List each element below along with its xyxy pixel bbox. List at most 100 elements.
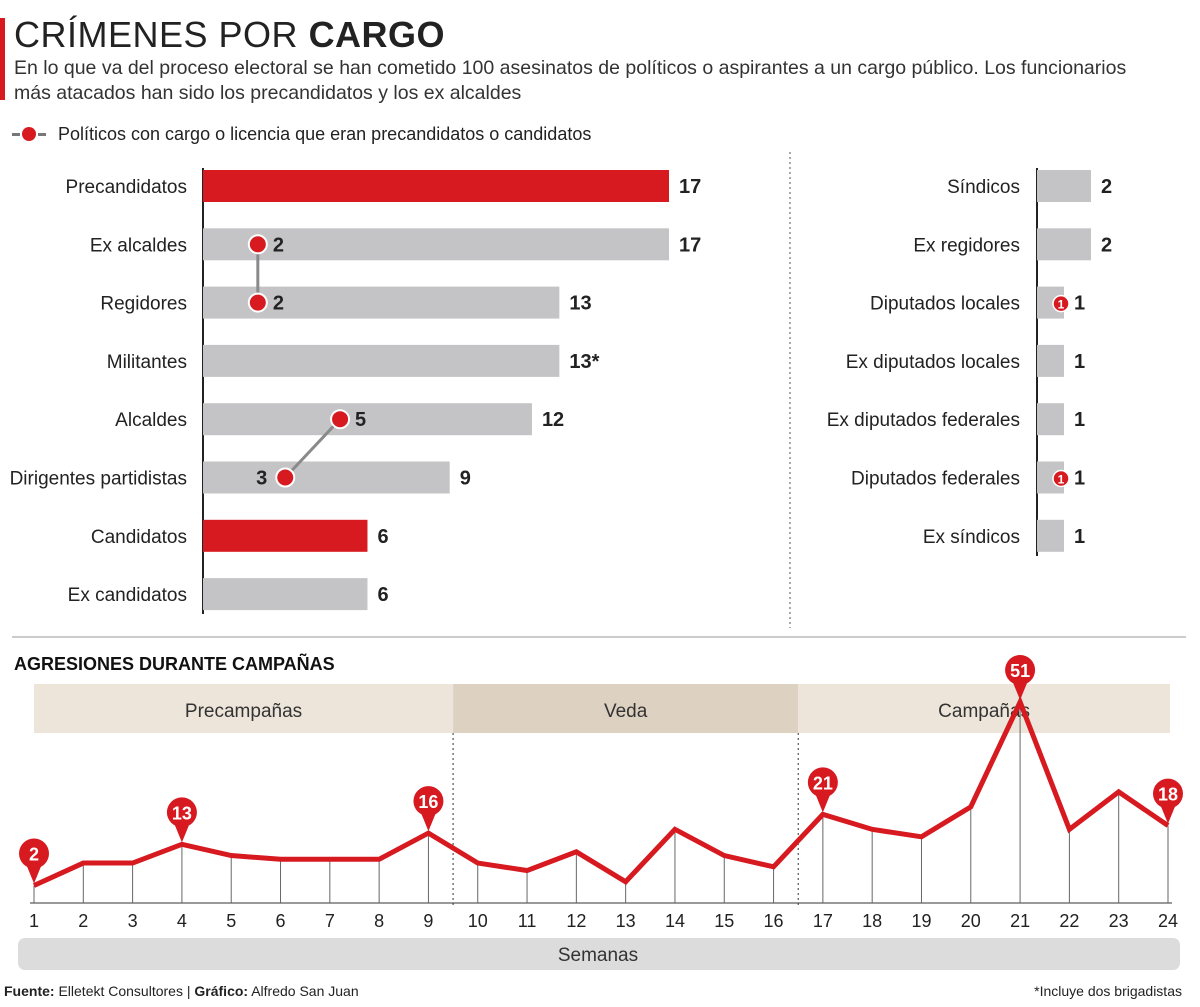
phase-label: Veda: [604, 701, 648, 722]
category-label: Ex alcaldes: [90, 235, 187, 256]
category-label: Ex candidatos: [68, 585, 187, 606]
x-tick-label: 18: [862, 911, 882, 931]
category-label: Militantes: [107, 352, 187, 373]
marker-dot: [330, 409, 351, 430]
value-label: 2: [1101, 234, 1112, 256]
x-tick-label: 16: [764, 911, 784, 931]
marker-label: 5: [355, 409, 366, 431]
category-label: Candidatos: [91, 527, 187, 548]
graphic-value: Alfredo San Juan: [251, 983, 359, 999]
x-tick-label: 9: [423, 911, 433, 931]
bar-dirigentes-partidistas: [203, 461, 450, 494]
x-tick-label: 11: [518, 911, 537, 931]
source-label: Fuente:: [4, 983, 55, 999]
value-label: 17: [679, 234, 701, 256]
value-label: 1: [1074, 526, 1085, 548]
pin-label: 51: [1010, 661, 1030, 681]
title-light: CRÍMENES POR: [14, 14, 299, 55]
page-subtitle: En lo que va del proceso electoral se ha…: [14, 57, 1127, 104]
bar-ex-diputados-federales: [1037, 403, 1064, 436]
graphic-label: Gráfico:: [194, 983, 249, 999]
legend-label: Políticos con cargo o licencia que eran …: [58, 123, 592, 144]
value-label: 9: [460, 468, 471, 490]
phase-band-campanas: [798, 684, 1170, 733]
pin-label: 13: [172, 803, 192, 823]
bar-alcaldes: [203, 403, 532, 436]
category-label: Precandidatos: [66, 177, 187, 198]
category-label: Ex regidores: [913, 235, 1020, 256]
x-tick-label: 14: [665, 911, 685, 931]
x-tick-label: 2: [78, 911, 88, 931]
marker-label: 1: [1058, 473, 1065, 487]
value-label: 2: [1101, 176, 1112, 198]
x-tick-label: 19: [911, 911, 931, 931]
value-label: 1: [1074, 409, 1085, 431]
x-tick-label: 22: [1059, 911, 1079, 931]
title-bold: CARGO: [308, 14, 446, 55]
value-label: 1: [1074, 293, 1085, 315]
pin-label: 16: [418, 792, 438, 812]
category-label: Síndicos: [947, 177, 1020, 198]
marker-dot: [247, 234, 268, 255]
x-tick-label: 23: [1109, 911, 1129, 931]
pin-head: [19, 838, 49, 869]
series-line: [32, 695, 1170, 888]
category-label: Diputados federales: [851, 469, 1020, 490]
marker-link-line: [284, 418, 342, 479]
value-label: 6: [377, 584, 388, 606]
x-axis-label-band: [18, 938, 1180, 970]
value-label: 13*: [569, 351, 599, 373]
x-tick-label: 24: [1158, 911, 1178, 931]
x-tick-label: 3: [128, 911, 138, 931]
x-tick-label: 6: [276, 911, 286, 931]
pin-label: 18: [1158, 785, 1178, 805]
category-label: Ex síndicos: [923, 527, 1020, 548]
x-tick-label: 1: [29, 911, 39, 931]
pin-head: [413, 786, 444, 817]
phase-label: Precampañas: [185, 701, 302, 722]
x-tick-label: 17: [813, 911, 833, 931]
line-chart-title: AGRESIONES DURANTE CAMPAÑAS: [14, 653, 335, 674]
value-label: 1: [1074, 351, 1085, 373]
bar-ex-sindicos: [1037, 519, 1064, 552]
source-value: Elletekt Consultores: [58, 983, 183, 999]
bar-ex-alcaldes: [203, 228, 669, 261]
x-axis-label: Semanas: [558, 945, 638, 966]
marker-label: 1: [1058, 298, 1065, 312]
marker-label: 2: [273, 234, 284, 256]
marker-dot: [1052, 294, 1070, 313]
marker-dot: [1052, 469, 1070, 488]
pin-label: 2: [29, 845, 39, 865]
title-accent-bar: [0, 18, 5, 100]
x-tick-label: 20: [961, 911, 981, 931]
category-label: Alcaldes: [115, 410, 187, 431]
legend-marker-icon: [12, 127, 46, 141]
x-tick-label: 8: [374, 911, 384, 931]
bar-ex-regidores: [1037, 228, 1091, 261]
x-tick-label: 10: [468, 911, 488, 931]
phase-label: Campañas: [938, 701, 1030, 722]
pin-head: [166, 797, 197, 828]
x-tick-label: 13: [616, 911, 636, 931]
x-tick-label: 15: [714, 911, 734, 931]
pin-head: [1005, 655, 1036, 685]
value-label: 6: [377, 526, 388, 548]
bar-militantes: [203, 344, 560, 377]
x-tick-label: 4: [177, 911, 187, 931]
category-label: Ex diputados locales: [846, 352, 1020, 373]
category-label: Ex diputados federales: [827, 410, 1020, 431]
marker-dot: [247, 292, 268, 313]
x-tick-label: 21: [1010, 911, 1030, 931]
value-label: 13: [569, 293, 591, 315]
phase-band-veda: [453, 684, 799, 733]
pin-head: [807, 767, 838, 798]
credits: Fuente: Elletekt Consultores | Gráfico: …: [4, 983, 359, 999]
bar-candidatos: [203, 519, 368, 552]
page-title: CRÍMENES POR CARGO: [14, 14, 445, 56]
bar-sindicos: [1037, 170, 1091, 202]
x-tick-label: 12: [566, 911, 586, 931]
value-label: 1: [1074, 468, 1085, 490]
marker-dot: [275, 467, 296, 488]
bar-ex-diputados-locales: [1037, 344, 1064, 377]
